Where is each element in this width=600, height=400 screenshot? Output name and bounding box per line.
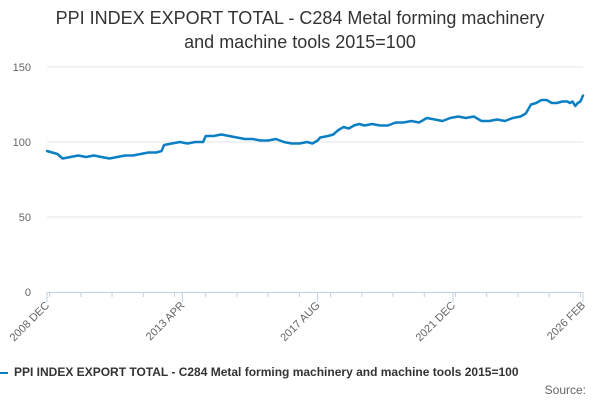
legend[interactable]: PPI INDEX EXPORT TOTAL - C284 Metal form… xyxy=(0,364,519,380)
series-line[interactable] xyxy=(45,94,585,160)
x-tick-label: 2021 DEC xyxy=(414,300,458,344)
series-layer xyxy=(45,94,585,160)
legend-label: PPI INDEX EXPORT TOTAL - C284 Metal form… xyxy=(14,365,519,379)
x-tick-label: 2008 DEC xyxy=(8,300,52,344)
tick-labels: 0 50 100 150 2008 DEC 2013 APR 2017 AUG 2021 DE… xyxy=(8,62,588,344)
x-tick-label: 2026 FEB xyxy=(545,300,588,343)
y-tick-label: 150 xyxy=(13,62,31,74)
chart-title-line-2: and machine tools 2015=100 xyxy=(184,32,416,52)
y-tick-label: 50 xyxy=(19,212,31,224)
axes xyxy=(46,292,584,302)
legend-swatch xyxy=(0,371,8,374)
y-tick-label: 100 xyxy=(13,137,31,149)
x-tick-label: 2013 APR xyxy=(144,300,188,344)
x-tick-label: 2017 AUG xyxy=(278,300,322,344)
y-tick-label: 0 xyxy=(25,287,31,299)
source-credit[interactable]: Source: xyxy=(544,383,586,397)
chart-title: PPI INDEX EXPORT TOTAL - C284 Metal form… xyxy=(0,6,600,54)
chart-title-line-1: PPI INDEX EXPORT TOTAL - C284 Metal form… xyxy=(55,8,545,28)
